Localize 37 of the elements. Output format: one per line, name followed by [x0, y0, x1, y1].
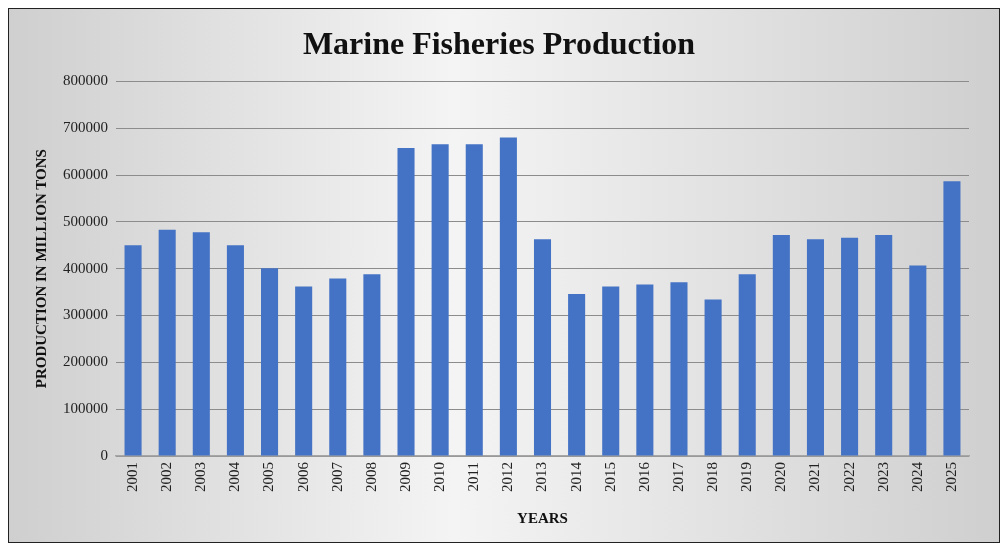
x-tick-label: 2014: [567, 461, 584, 492]
x-tick-label: 2004: [226, 461, 243, 492]
y-tick-label: 300000: [63, 306, 108, 323]
y-tick-label: 0: [100, 446, 108, 463]
y-tick-label: 500000: [63, 212, 108, 229]
y-tick-label: 800000: [63, 72, 108, 89]
x-tick-label: 2019: [738, 462, 755, 492]
x-tick-label: 2017: [669, 461, 686, 492]
x-tick-label: 2020: [772, 462, 789, 492]
x-tick-label: 2012: [499, 462, 516, 492]
x-tick-label: 2024: [908, 461, 925, 492]
y-tick-label: 700000: [63, 119, 108, 136]
x-tick-label: 2010: [431, 462, 448, 492]
y-axis-title: PRODUCTION IN MILLION TONS: [32, 149, 49, 389]
x-tick-label: 2015: [601, 462, 618, 492]
x-tick-label: 2025: [942, 462, 959, 492]
y-tick-label: 100000: [63, 400, 108, 417]
x-tick-label: 2006: [294, 461, 311, 492]
x-tick-label: 2008: [362, 462, 379, 492]
x-tick-label: 2002: [158, 462, 175, 492]
y-tick-label: 200000: [63, 353, 108, 370]
x-tick-label: 2011: [465, 462, 482, 492]
x-tick-label: 2018: [704, 462, 721, 492]
x-tick-label: 2022: [840, 462, 857, 492]
y-tick-label: 400000: [63, 259, 108, 276]
x-tick-label: 2005: [260, 462, 277, 492]
x-tick-label: 2009: [396, 462, 413, 492]
x-tick-label: 2003: [192, 462, 209, 492]
x-tick-label: 2013: [533, 462, 550, 492]
x-tick-label: 2016: [635, 461, 652, 492]
x-tick-label: 2021: [806, 462, 823, 492]
x-axis-title: YEARS: [517, 509, 568, 526]
x-tick-label: 2007: [328, 461, 345, 492]
x-tick-label: 2001: [124, 462, 140, 492]
x-tick-label: 2023: [874, 462, 891, 492]
chart-title: Marine Fisheries Production: [302, 25, 696, 62]
y-tick-label: 600000: [63, 165, 108, 182]
